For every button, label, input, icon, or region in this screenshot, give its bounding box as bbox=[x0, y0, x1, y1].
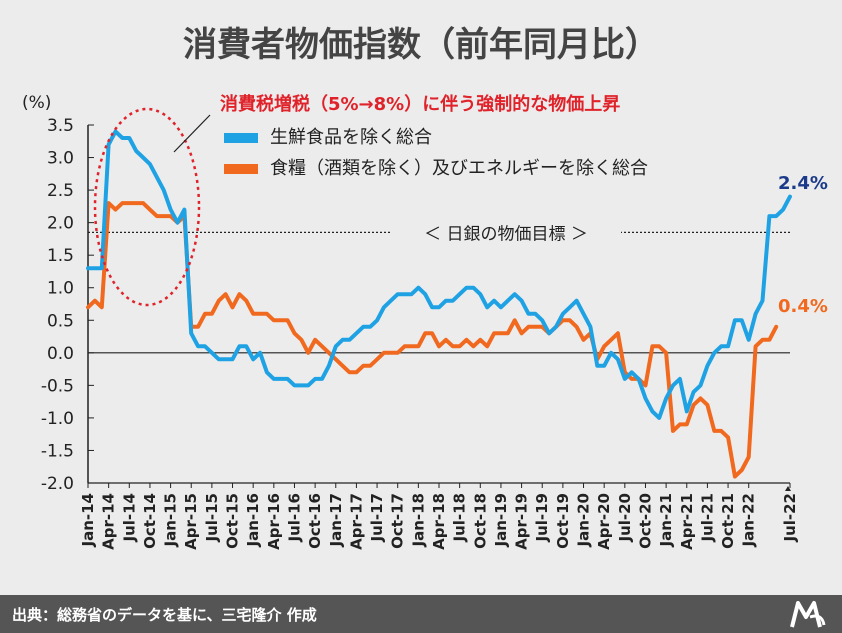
series-line-headline-cpi bbox=[86, 129, 792, 420]
legend-swatch bbox=[224, 164, 258, 174]
y-tick-label: 0.5 bbox=[47, 311, 74, 331]
legend-label: 生鮮食品を除く総合 bbox=[270, 127, 432, 148]
series-line-core-cpi bbox=[86, 201, 779, 479]
x-tick-label: Jan-14 bbox=[79, 493, 97, 547]
x-tick-label: Jul-16 bbox=[285, 493, 303, 543]
y-tick-label: 3.0 bbox=[47, 149, 74, 169]
target-label-bg bbox=[391, 219, 621, 246]
x-axis: Jan-14 Apr-14 Jul-14 Oct-14 Jan-15 Apr-15 Jul-… bbox=[79, 352, 799, 550]
end-labels: 2.4% 0.4% bbox=[778, 173, 828, 317]
x-tick-label: Oct-14 bbox=[141, 493, 159, 549]
x-tick-label: Jul-18 bbox=[451, 493, 469, 543]
source-note: 出典：総務省のデータを基に、三宅隆介 作成 bbox=[12, 606, 317, 624]
x-tick-label: Apr-14 bbox=[100, 493, 118, 550]
x-tick-label: Oct-21 bbox=[719, 493, 737, 549]
x-tick-label: Jan-15 bbox=[162, 493, 180, 547]
x-tick-label: Jul-22 bbox=[781, 493, 799, 543]
x-tick-label: Jan-18 bbox=[409, 493, 427, 547]
y-tick-label: 1.5 bbox=[47, 246, 74, 266]
x-tick-label: Jan-21 bbox=[657, 493, 675, 547]
series-lines bbox=[86, 129, 792, 479]
y-tick-label: 2.0 bbox=[47, 214, 74, 234]
y-tick-label: 1.0 bbox=[47, 279, 74, 299]
y-tick-label: -2.0 bbox=[41, 474, 74, 494]
end-label-core-cpi: 2.4% bbox=[778, 173, 828, 194]
x-tick-label: Apr-21 bbox=[678, 493, 696, 550]
x-tick-label: Oct-15 bbox=[224, 493, 242, 549]
end-label-headline-cpi: 0.4% bbox=[778, 296, 828, 317]
x-tick-label: Apr-19 bbox=[513, 493, 531, 550]
x-tick-label: Jul-19 bbox=[533, 493, 551, 543]
axis-arrow-icon bbox=[785, 486, 791, 491]
x-tick-label: Jan-17 bbox=[327, 493, 345, 547]
x-tick-label: Jan-16 bbox=[244, 493, 262, 547]
y-tick-label: 3.5 bbox=[47, 116, 74, 136]
boj-target-line: ＜ 日銀の物価目標 ＞ bbox=[88, 219, 790, 246]
annotation-ellipse bbox=[93, 107, 201, 307]
footer: 出典：総務省のデータを基に、三宅隆介 作成 bbox=[0, 595, 842, 633]
legend-label: 食糧（酒類を除く）及びエネルギーを除く総合 bbox=[270, 158, 648, 179]
x-tick-label: Apr-17 bbox=[347, 493, 365, 550]
y-axis-unit: (%) bbox=[22, 93, 51, 113]
x-tick-label: Oct-16 bbox=[306, 493, 324, 549]
x-tick-label: Apr-20 bbox=[595, 493, 613, 550]
x-tick-label: Apr-18 bbox=[430, 493, 448, 550]
y-tick-label: -1.5 bbox=[41, 441, 74, 461]
x-tick-label: Oct-20 bbox=[636, 493, 654, 549]
y-axis: 3.5 3.0 2.5 2.0 1.5 1.0 0.5 0.0 -0.5 -1.0 -1.5 -2.0 bbox=[41, 116, 94, 494]
x-tick-label: Oct-18 bbox=[471, 493, 489, 549]
chart-title: 消費者物価指数（前年同月比） bbox=[183, 25, 659, 65]
x-tick-label: Jan-19 bbox=[492, 493, 510, 547]
target-label: ＜ 日銀の物価目標 ＞ bbox=[424, 224, 588, 244]
x-tick-label: Jul-21 bbox=[698, 493, 716, 543]
x-tick-label: Jul-14 bbox=[120, 493, 138, 543]
x-tick-label: Apr-16 bbox=[265, 493, 283, 550]
x-tick-label: Jan-20 bbox=[575, 493, 593, 547]
x-tick-label: Jul-15 bbox=[203, 493, 221, 543]
y-tick-label: -0.5 bbox=[41, 376, 74, 396]
x-tick-label: Oct-17 bbox=[389, 493, 407, 549]
x-tick-label: Jan-22 bbox=[740, 493, 758, 547]
cpi-chart: 消費者物価指数（前年同月比） (%) 3.5 3.0 2.5 2.0 1.5 1.0 0.5… bbox=[22, 25, 828, 550]
brand-logo-icon bbox=[790, 601, 826, 628]
y-tick-label: 0.0 bbox=[47, 344, 74, 364]
legend-swatch bbox=[224, 133, 258, 143]
x-tick-label: Jul-20 bbox=[616, 493, 634, 543]
x-tick-label: Apr-15 bbox=[182, 493, 200, 550]
y-tick-label: -1.0 bbox=[41, 409, 74, 429]
tax-annotation: 消費税増税（5%→8%）に伴う強制的な物価上昇 bbox=[93, 93, 620, 307]
annotation-leader bbox=[173, 114, 211, 153]
annotation-text: 消費税増税（5%→8%）に伴う強制的な物価上昇 bbox=[220, 93, 620, 115]
x-tick-label: Jul-17 bbox=[368, 493, 386, 543]
y-tick-label: 2.5 bbox=[47, 181, 74, 201]
x-tick-label: Oct-19 bbox=[554, 493, 572, 549]
